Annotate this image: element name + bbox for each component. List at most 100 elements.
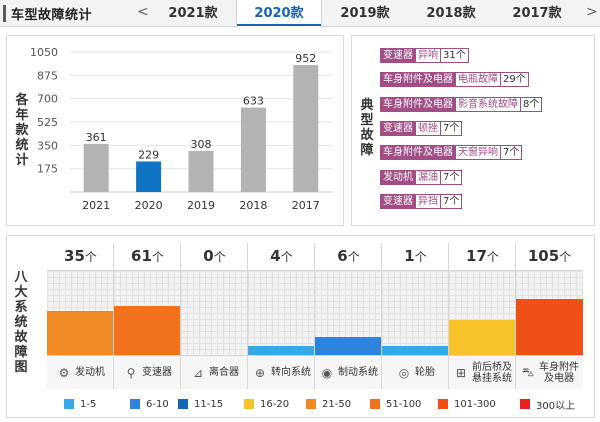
system-count-unit: 个 xyxy=(151,250,164,264)
clutch-pedal-icon: ⊿ xyxy=(192,365,204,380)
legend-item: 300以上 xyxy=(520,397,576,412)
system-column[interactable]: 6个 ◉ 制动系统 xyxy=(315,243,382,389)
system-count-unit: 个 xyxy=(414,250,427,264)
system-level-fill xyxy=(315,336,382,355)
systems-label: 八大系统故障图 xyxy=(14,270,28,375)
legend-label: 6-10 xyxy=(146,398,169,410)
bar-2021 xyxy=(83,143,109,192)
legend-item: 1-5 xyxy=(64,397,96,411)
next-arrow-button[interactable]: > xyxy=(586,4,598,20)
system-count-unit: 个 xyxy=(559,250,572,264)
system-column[interactable]: 17个 ⊞ 前后桥及 悬挂系统 xyxy=(449,243,516,389)
x-tick-label: 2020 xyxy=(135,199,163,212)
column-divider xyxy=(113,243,114,389)
system-footer: ⊞ 前后桥及 悬挂系统 xyxy=(449,355,516,389)
fault-item[interactable]: 变速器 异响 31个 xyxy=(380,48,469,63)
system-name: 变速器 xyxy=(142,367,172,378)
bar-value-label: 361 xyxy=(86,131,107,144)
bar-value-label: 229 xyxy=(138,148,159,161)
system-footer: ◎ 轮胎 xyxy=(382,355,449,389)
legend-label: 300以上 xyxy=(536,400,576,412)
system-level-fill xyxy=(382,345,449,355)
system-level-area xyxy=(449,271,516,355)
system-column[interactable]: 1个 ◎ 轮胎 xyxy=(382,243,449,389)
y-tick-label: 525 xyxy=(37,116,58,129)
system-name: 发动机 xyxy=(75,367,105,378)
tab-2019[interactable]: 2019款 xyxy=(340,6,390,21)
fault-description: 影音系统故障 xyxy=(456,96,521,112)
system-column[interactable]: 105个 ⛍ 车身附件 及电器 xyxy=(516,243,583,389)
legend-item: 51-100 xyxy=(370,397,421,411)
column-divider xyxy=(448,243,449,389)
system-count: 0个 xyxy=(181,243,248,270)
system-name: 轮胎 xyxy=(415,367,435,378)
bar-value-label: 633 xyxy=(243,95,264,108)
fault-count: 29个 xyxy=(501,72,529,88)
brake-disc-icon: ◉ xyxy=(321,365,333,380)
system-column[interactable]: 61个 ⚲ 变速器 xyxy=(114,243,181,389)
x-tick-label: 2019 xyxy=(187,199,215,212)
legend-item: 21-50 xyxy=(306,397,351,411)
y-tick-label: 175 xyxy=(37,163,58,176)
system-count-unit: 个 xyxy=(84,250,97,264)
fault-category: 变速器 xyxy=(380,193,416,209)
system-column[interactable]: 0个 ⊿ 离合器 xyxy=(181,243,248,389)
system-level-area xyxy=(114,271,181,355)
bar-value-label: 308 xyxy=(191,138,212,151)
year-bar-chart: 175 350 525 700 875 1050 361 2021 229 2020 308 2019… xyxy=(30,46,332,212)
fault-count: 7个 xyxy=(441,169,463,185)
fault-description: 电瓶故障 xyxy=(456,72,501,88)
legend-swatch xyxy=(130,399,140,409)
system-count-value: 6 xyxy=(337,247,348,265)
fault-description: 异响 xyxy=(416,48,441,63)
legend-label: 16-20 xyxy=(260,398,290,410)
column-divider xyxy=(180,243,181,389)
fault-category: 车身附件及电器 xyxy=(380,96,456,112)
tab-2021[interactable]: 2021款 xyxy=(168,6,218,21)
fault-description: 天窗异响 xyxy=(456,145,501,161)
system-count-value: 1 xyxy=(404,247,415,265)
system-footer: ⊕ 转向系统 xyxy=(248,355,315,389)
fault-item[interactable]: 变速器 异挡 7个 xyxy=(380,193,463,209)
legend-label: 11-15 xyxy=(194,398,224,410)
fault-category: 车身附件及电器 xyxy=(380,145,456,161)
prev-arrow-button[interactable]: < xyxy=(137,4,149,20)
system-count-value: 105 xyxy=(527,247,560,265)
tab-2018[interactable]: 2018款 xyxy=(426,6,476,21)
system-column[interactable]: 35个 ⚙ 发动机 xyxy=(47,243,114,389)
system-count-unit: 个 xyxy=(486,250,499,264)
legend-label: 1-5 xyxy=(80,398,97,410)
fault-item[interactable]: 车身附件及电器 电瓶故障 29个 xyxy=(380,72,529,88)
legend-swatch xyxy=(306,399,316,409)
legend-label: 51-100 xyxy=(386,398,422,410)
system-level-fill xyxy=(516,298,583,355)
system-level-area xyxy=(248,271,315,355)
system-name: 制动系统 xyxy=(338,367,378,378)
tab-2020[interactable]: 2020款 xyxy=(236,0,322,28)
typical-faults-label: 典型故障 xyxy=(360,98,374,158)
suspension-icon: ⊞ xyxy=(455,365,467,380)
column-divider xyxy=(314,243,315,389)
bar-2017 xyxy=(293,65,319,192)
fault-item[interactable]: 发动机 漏油 7个 xyxy=(380,169,463,185)
system-count: 4个 xyxy=(248,243,315,270)
header-divider xyxy=(47,270,583,271)
fault-item[interactable]: 变速器 顿挫 7个 xyxy=(380,120,463,136)
system-footer: ⛍ 车身附件 及电器 xyxy=(516,355,583,389)
legend-item: 101-300 xyxy=(438,397,496,411)
fault-item[interactable]: 车身附件及电器 天窗异响 7个 xyxy=(380,145,523,161)
system-footer: ◉ 制动系统 xyxy=(315,355,382,389)
legend-label: 21-50 xyxy=(322,398,352,410)
system-count-value: 61 xyxy=(131,247,152,265)
system-count: 105个 xyxy=(516,243,583,270)
column-divider xyxy=(247,243,248,389)
y-tick-label: 700 xyxy=(37,93,58,106)
fault-item[interactable]: 车身附件及电器 影音系统故障 8个 xyxy=(380,96,543,112)
system-count: 61个 xyxy=(114,243,181,270)
system-column[interactable]: 4个 ⊕ 转向系统 xyxy=(248,243,315,389)
bar-value-label: 952 xyxy=(295,52,316,65)
y-tick-label: 875 xyxy=(37,69,58,82)
tab-2017[interactable]: 2017款 xyxy=(512,6,562,21)
fault-category: 变速器 xyxy=(380,120,416,136)
system-count-unit: 个 xyxy=(213,250,226,264)
